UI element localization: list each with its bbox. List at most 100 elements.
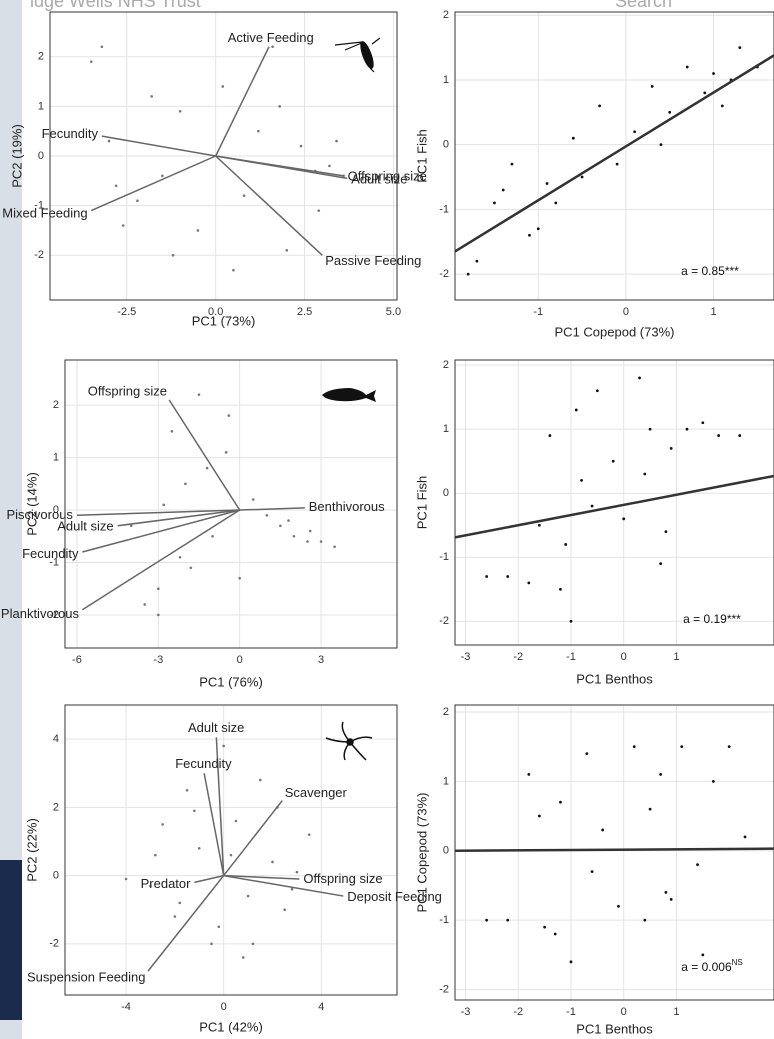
point [257,130,260,133]
point [538,815,541,818]
point [335,140,338,143]
y-tick-label: 2 [38,51,44,63]
point [744,835,747,838]
point [660,143,663,146]
point [291,888,294,891]
point [728,745,731,748]
point [485,575,488,578]
point [230,854,233,857]
x-tick-label: -2.5 [117,306,136,318]
y-tick-label: 2 [443,9,449,21]
y-axis-title: PC2 (19%) [9,124,24,188]
point [259,779,262,782]
point [581,176,584,179]
point [485,919,488,922]
y-axis-title: PC1 Fish [414,476,429,529]
point [206,467,209,470]
point [171,430,174,433]
point [570,960,573,963]
point [721,104,724,107]
point [278,105,281,108]
plot-area [455,705,774,1000]
x-axis-title: PC1 (42%) [199,1019,263,1034]
loading-label: Offspring size [303,871,382,886]
x-tick-label: -3 [461,651,471,663]
point [591,870,594,873]
y-axis-title: PC2 (14%) [24,472,39,536]
y-tick-label: -2 [439,268,449,280]
point [154,854,157,857]
point [559,801,562,804]
loading-label: Passive Feeding [325,253,421,268]
point [703,91,706,94]
x-tick-label: 0 [237,654,243,666]
point [596,389,599,392]
y-axis-title: PC1 Fish [414,129,429,182]
point [701,421,704,424]
x-tick-label: -4 [121,1001,131,1013]
point [506,919,509,922]
point [538,524,541,527]
plot-area [65,705,397,995]
loading-label: Predator [141,876,192,891]
y-tick-label: 1 [443,74,449,86]
y-tick-label: -2 [34,249,44,261]
x-tick-label: -2 [513,651,523,663]
point [633,130,636,133]
x-axis-title: PC1 Benthos [576,1021,653,1036]
point [643,919,646,922]
point [108,140,111,143]
y-tick-label: 0 [443,139,449,151]
point [238,577,241,580]
point [476,260,479,263]
point [143,603,146,606]
x-tick-label: 5.0 [386,306,401,318]
panel: -2.50.02.55.0-2-1012Active FeedingFecund… [2,12,427,328]
y-tick-label: 0 [53,869,59,881]
point [575,409,578,412]
loading-label: Mixed Feeding [2,206,87,221]
point [136,199,139,202]
x-axis-title: PC1 (73%) [192,313,256,328]
point [598,104,601,107]
point [564,543,567,546]
x-tick-label: 0 [221,1001,227,1013]
point [306,540,309,543]
loading-label: Fecundity [175,756,232,771]
point [186,789,189,792]
y-tick-label: 1 [38,100,44,112]
point [467,273,470,276]
figure: idge Wells NHS Trust Search -2.50.02.55.… [0,0,774,1039]
point [308,833,311,836]
y-tick-label: 0 [443,845,449,857]
point [252,498,255,501]
point [559,588,562,591]
point [712,72,715,75]
x-tick-label: -1 [566,651,576,663]
point [217,925,220,928]
point [549,434,552,437]
point [701,953,704,956]
x-tick-label: -2 [513,1006,523,1018]
loading-label: Planktivorous [1,606,80,621]
point [638,377,641,380]
point [174,915,177,918]
point [198,393,201,396]
point [283,908,286,911]
point [300,145,303,148]
point [572,137,575,140]
y-tick-label: 2 [53,399,59,411]
x-axis-title: PC1 Benthos [576,671,653,686]
point [612,460,615,463]
point [651,85,654,88]
point [585,752,588,755]
point [247,895,250,898]
point [252,943,255,946]
site-search[interactable]: Search [615,0,672,11]
point [649,428,652,431]
point [537,227,540,230]
y-tick-label: 2 [443,706,449,718]
point [738,46,741,49]
panel: -101-2-1012a = 0.85***PC1 Copepod (73%)P… [414,9,774,339]
point [686,428,689,431]
